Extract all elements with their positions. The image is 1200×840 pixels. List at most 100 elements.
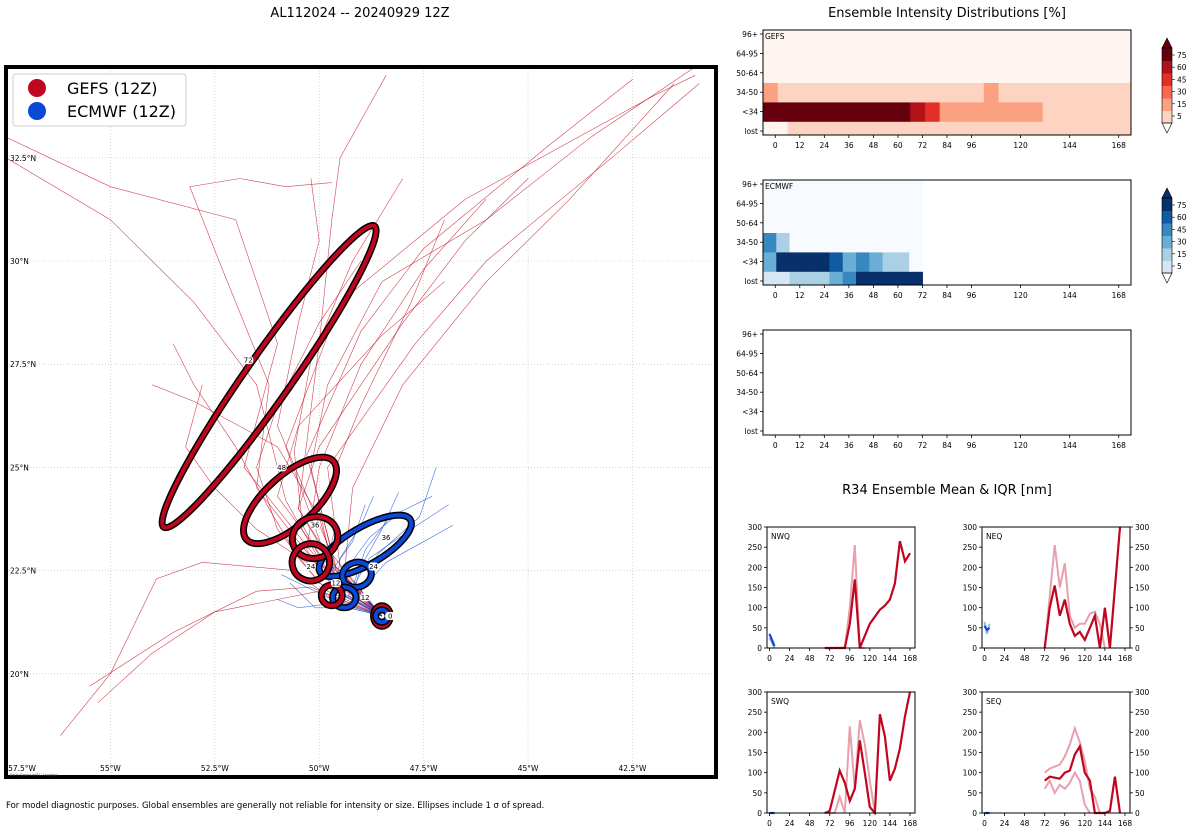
heatmap-cell: [895, 271, 910, 286]
heatmap-cell: [924, 82, 941, 103]
r34-x-tick-label: 96: [1060, 654, 1070, 663]
heatmap-cell: [924, 63, 941, 83]
lon-tick-label: 45°W: [518, 764, 539, 773]
heatmap-cell: [821, 43, 838, 64]
heatmap-cell: [882, 232, 897, 253]
lat-tick-label: 22.5°N: [10, 567, 36, 576]
x-hour-label: 168: [1112, 291, 1127, 300]
colorbar-frame: [1161, 197, 1173, 274]
heatmap-cell: [763, 180, 777, 195]
heatmap-cell: [1057, 63, 1073, 83]
r34-x-tick-label: 72: [1040, 654, 1050, 663]
heatmap-cell: [1042, 63, 1058, 83]
gefs-member-track: [306, 79, 633, 617]
heatmap-cell: [1072, 43, 1088, 64]
heatmap-cell: [1013, 30, 1029, 45]
heatmap-cell: [802, 271, 817, 286]
hour-label: 36: [311, 522, 320, 530]
hour-label: 12: [331, 579, 340, 587]
heatmap-cells: [763, 30, 1132, 136]
gefs-member-track: [277, 178, 383, 617]
heatmap-cell: [882, 251, 897, 272]
heatmap-cell: [1116, 82, 1132, 103]
heatmap-cell: [821, 101, 838, 122]
heatmap-cell: [836, 30, 852, 45]
colorbar-extend-max: [1161, 37, 1173, 49]
heatmap-cell: [1013, 63, 1029, 83]
r34-y-tick-label: 250: [963, 543, 978, 552]
heatmap-cell: [851, 30, 867, 45]
credit: Kerry Emanuel/TC Analytics: [10, 773, 58, 777]
hour-label: 12: [361, 594, 370, 602]
x-hour-label: 144: [1063, 441, 1078, 450]
heatmap-cell: [983, 121, 1009, 136]
x-hour-label: 24: [820, 141, 830, 150]
r34-y-tick-label: 100: [748, 604, 763, 613]
r34-y-tick-label: 200: [1135, 563, 1150, 572]
r34-x-tick-label: 24: [1000, 819, 1010, 828]
hour-label-bg: [360, 593, 371, 602]
r34-y-tick-label: 0: [972, 644, 977, 653]
heatmap-cell: [829, 251, 844, 272]
heatmap-cell: [777, 43, 793, 64]
heatmap-cell: [866, 63, 882, 83]
x-hour-label: 96: [967, 441, 977, 450]
y-bin-label: 50-64: [736, 69, 758, 78]
x-hour-label: 48: [869, 141, 879, 150]
heatmap-cell: [842, 193, 857, 214]
heatmap-cell: [816, 251, 830, 272]
heatmap-cell: [983, 101, 1000, 122]
x-hour-label: 144: [1063, 141, 1078, 150]
r34-panel: SWQ 0 24 48 72 96 120 144 168 0 50 100 150 200 250 300: [748, 688, 918, 828]
r34-x-tick-label: 0: [767, 819, 772, 828]
r34-frame: [981, 691, 1131, 814]
heatmap-cell: [983, 63, 1000, 83]
heatmap-cell: [802, 213, 817, 233]
heatmap-cell: [851, 82, 867, 103]
heatmap-cell: [866, 30, 882, 45]
r34-y-tick-label: 100: [1135, 769, 1150, 778]
hour-label: 0: [388, 613, 392, 621]
heatmap-cell: [983, 43, 1000, 64]
x-hour-label: 48: [869, 441, 879, 450]
x-hour-label: 36: [844, 291, 854, 300]
heatmap-cell: [792, 43, 808, 64]
r34-title: R34 Ensemble Mean & IQR [nm]: [842, 483, 1052, 498]
heatmap-cell: [934, 121, 960, 136]
r34-x-tick-label: 0: [767, 654, 772, 663]
heatmap-cell: [792, 82, 808, 103]
heatmap-cell: [983, 30, 1000, 45]
gefs-iqr-line: [1044, 725, 1101, 814]
heatmap-cell: [789, 180, 804, 195]
heatmap-cell: [1116, 30, 1132, 45]
r34-quadrant-label: NWQ: [771, 532, 790, 541]
heatmap-cell: [842, 213, 857, 233]
heatmap-cell: [909, 271, 923, 286]
heatmap-cell: [763, 213, 777, 233]
r34-y-tick-label: 250: [748, 543, 763, 552]
heatmap-cell: [924, 43, 941, 64]
heatmap-cell: [821, 82, 838, 103]
heatmap-cell: [802, 251, 817, 272]
r34-x-tick-label: 48: [1020, 654, 1030, 663]
heatmap-cell: [909, 213, 923, 233]
heatmap-cell: [910, 101, 926, 122]
heatmap-cell: [1072, 63, 1088, 83]
colorbar-step: [1162, 235, 1172, 249]
y-bin-label: 96+: [742, 330, 758, 339]
heatmap-cell: [1116, 63, 1132, 83]
x-hour-label: 36: [844, 141, 854, 150]
heatmap-cell: [816, 213, 830, 233]
r34-x-tick-label: 168: [1118, 654, 1133, 663]
heatmap-cell: [1086, 30, 1103, 45]
x-hour-label: 120: [1013, 141, 1028, 150]
heatmap-model-label: GEFS: [765, 32, 785, 41]
heatmap-cell: [802, 193, 817, 214]
heatmap-cell: [812, 121, 838, 136]
heatmap-cell: [866, 101, 882, 122]
heatmap-cell: [1086, 43, 1103, 64]
heatmap-cell: [776, 213, 791, 233]
y-bin-label: 64-95: [736, 49, 758, 58]
heatmap-cell: [866, 82, 882, 103]
intensity-panels: Ensemble Intensity Distributions [%] GEFS…: [736, 6, 1187, 450]
